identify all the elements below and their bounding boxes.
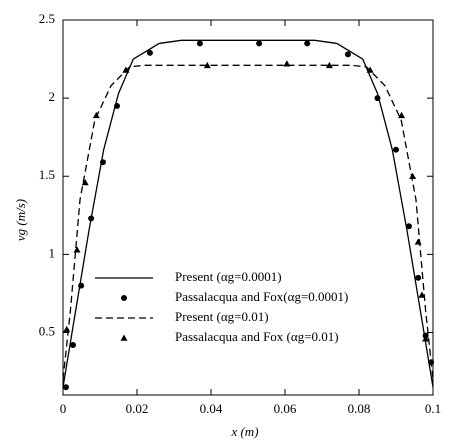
y-tick-label: 0.5 bbox=[39, 323, 55, 338]
y-tick-label: 2.5 bbox=[39, 11, 55, 26]
data-point bbox=[256, 40, 263, 47]
data-point bbox=[283, 60, 291, 67]
data-point bbox=[196, 40, 203, 47]
data-point bbox=[409, 172, 417, 180]
x-tick-label: 0.04 bbox=[200, 401, 223, 416]
data-point bbox=[366, 66, 374, 73]
legend-label: Present (αg=0.01) bbox=[175, 309, 269, 324]
data-point bbox=[78, 282, 85, 289]
data-point bbox=[414, 238, 422, 245]
data-point bbox=[304, 40, 311, 47]
data-point bbox=[62, 384, 69, 391]
data-point bbox=[374, 95, 381, 102]
legend-label: Present (αg=0.0001) bbox=[175, 269, 282, 284]
data-point bbox=[344, 51, 351, 58]
x-tick-label: 0.06 bbox=[274, 401, 297, 416]
legend-label: Passalacqua and Fox(αg=0.0001) bbox=[175, 289, 348, 304]
data-point bbox=[415, 274, 422, 281]
data-point bbox=[92, 111, 100, 119]
y-tick-label: 2 bbox=[49, 89, 56, 104]
x-tick-label: 0 bbox=[60, 401, 67, 416]
data-point bbox=[146, 49, 153, 56]
data-point bbox=[69, 342, 76, 348]
x-axis-label: x (m) bbox=[230, 424, 258, 439]
data-point bbox=[393, 146, 399, 153]
data-point bbox=[73, 246, 81, 253]
y-tick-label: 1.5 bbox=[39, 167, 55, 182]
data-point bbox=[63, 325, 71, 333]
data-point bbox=[203, 61, 211, 69]
data-point bbox=[122, 66, 130, 73]
legend-marker bbox=[120, 334, 128, 341]
data-point bbox=[405, 223, 412, 230]
plot-frame bbox=[62, 19, 434, 396]
data-point bbox=[422, 335, 430, 342]
x-tick-label: 0.02 bbox=[126, 401, 149, 416]
data-point bbox=[325, 61, 333, 69]
legend-marker bbox=[121, 295, 127, 301]
data-point bbox=[114, 102, 121, 109]
y-axis-label: vg (m/s) bbox=[13, 199, 28, 241]
data-point bbox=[81, 179, 89, 186]
x-tick-label: 0.1 bbox=[425, 401, 441, 416]
data-line bbox=[62, 64, 434, 380]
data-point bbox=[88, 215, 95, 222]
y-tick-label: 1 bbox=[49, 245, 56, 260]
data-point bbox=[398, 111, 406, 119]
legend-label: Passalacqua and Fox (αg=0.01) bbox=[175, 329, 339, 344]
x-tick-label: 0.08 bbox=[348, 401, 371, 416]
data-line bbox=[62, 39, 434, 388]
data-point bbox=[99, 159, 106, 166]
data-point bbox=[418, 291, 426, 298]
